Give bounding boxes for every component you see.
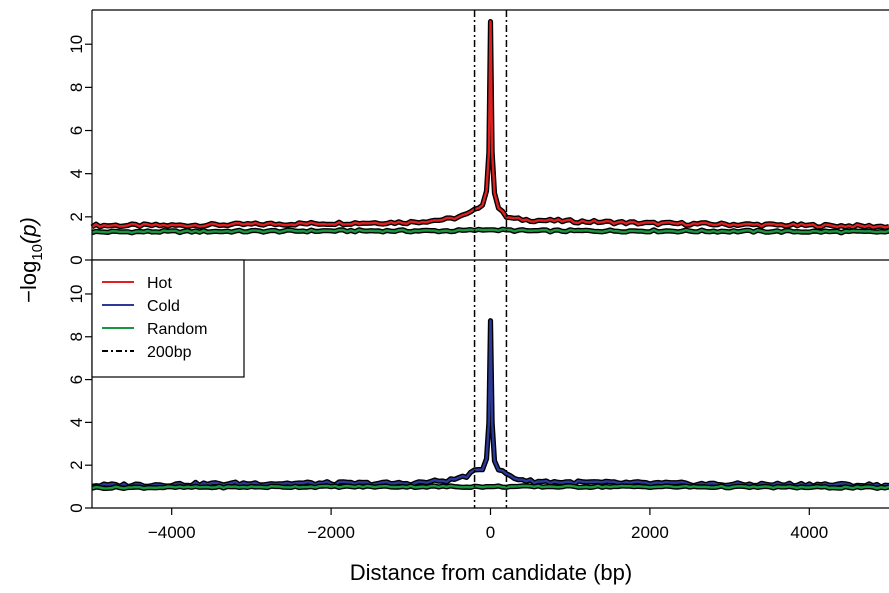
legend-label-200bp: 200bp — [147, 344, 192, 361]
x-axis-title: Distance from candidate (bp) — [350, 560, 632, 585]
y-tick-label: 0 — [67, 255, 86, 264]
y-tick-label: 8 — [67, 332, 86, 341]
y-tick-label: 2 — [67, 460, 86, 469]
y-tick-label: 6 — [67, 126, 86, 135]
x-tick-label: −4000 — [148, 523, 196, 542]
y-tick-label: 2 — [67, 212, 86, 221]
y-tick-label: 4 — [67, 169, 86, 178]
legend-label-hot: Hot — [147, 275, 172, 292]
x-tick-label: 2000 — [631, 523, 669, 542]
x-tick-label: −2000 — [307, 523, 355, 542]
y-tick-label: 4 — [67, 418, 86, 427]
y-axis-title-arg: (p) — [16, 217, 41, 244]
y-axis-title-base: −log — [16, 261, 41, 303]
legend: Hot Cold Random 200bp — [92, 260, 244, 377]
legend-label-cold: Cold — [147, 298, 180, 315]
x-tick-label: 0 — [486, 523, 495, 542]
y-axis-title: −log10(p) — [16, 217, 46, 303]
legend-label-random: Random — [147, 321, 207, 338]
y-tick-label: 6 — [67, 375, 86, 384]
y-tick-label: 8 — [67, 83, 86, 92]
y-tick-label: 10 — [67, 35, 86, 54]
y-tick-label: 10 — [67, 285, 86, 304]
y-axis-title-sub: 10 — [29, 244, 46, 261]
y-tick-label: 0 — [67, 503, 86, 512]
x-tick-label: 4000 — [790, 523, 828, 542]
